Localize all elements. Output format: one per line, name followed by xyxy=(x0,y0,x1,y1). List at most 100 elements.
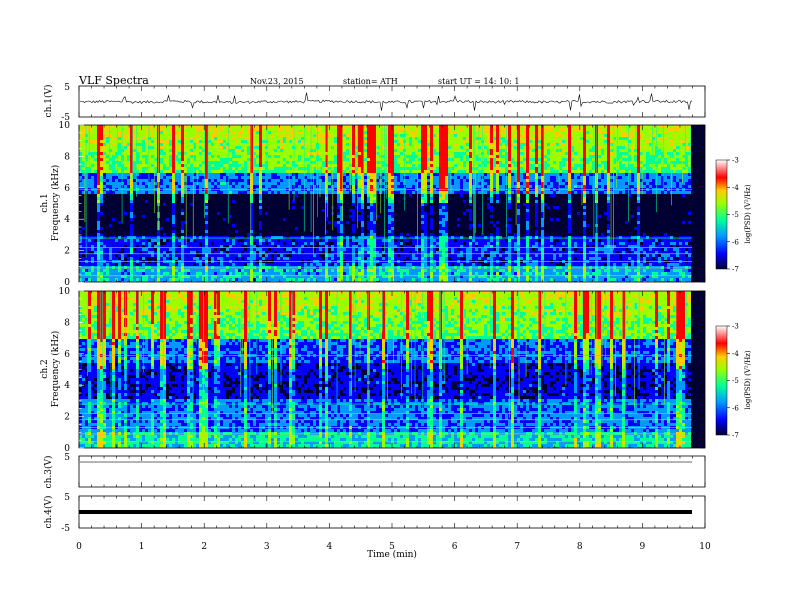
spectrogram-cell xyxy=(226,224,229,227)
spectrogram-cell xyxy=(133,227,136,230)
spectrogram-cell xyxy=(253,185,256,188)
spectrogram-cell xyxy=(256,170,259,173)
spectrogram-cell xyxy=(241,128,244,131)
spectrogram-cell xyxy=(190,275,193,278)
spectrogram-cell xyxy=(85,209,88,212)
spectrogram-cell xyxy=(265,218,268,221)
spectrogram-cell xyxy=(208,203,211,206)
spectrogram-cell xyxy=(115,176,118,179)
spectrogram-cell xyxy=(103,251,106,254)
spectrogram-cell xyxy=(97,203,100,206)
spectrogram-cell xyxy=(178,200,181,203)
spectrogram-cell xyxy=(223,137,226,140)
spectrogram-cell xyxy=(133,281,136,282)
spectrogram-cell xyxy=(238,185,241,188)
spectrogram-cell xyxy=(343,254,346,257)
spectrogram-cell xyxy=(154,254,157,257)
spectrogram-cell xyxy=(304,251,307,254)
spectrogram-cell xyxy=(205,254,208,257)
spectrogram-cell xyxy=(301,203,304,206)
spectrogram-cell xyxy=(130,164,133,167)
spectrogram-cell xyxy=(295,176,298,179)
spectrogram-cell xyxy=(268,224,271,227)
spectrogram-cell xyxy=(109,245,112,248)
spectrogram-cell xyxy=(289,125,292,128)
spectrogram-cell xyxy=(202,230,205,233)
spectrogram-cell xyxy=(319,140,322,143)
spectrogram-cell xyxy=(337,230,340,233)
spectrogram-cell xyxy=(178,233,181,236)
spectrogram-cell xyxy=(280,164,283,167)
spectrogram-cell xyxy=(352,206,355,209)
spectrogram-cell xyxy=(211,224,214,227)
spectrogram-cell xyxy=(283,263,286,266)
spectrogram-cell xyxy=(145,140,148,143)
spectrogram-cell xyxy=(307,191,310,194)
spectrogram-cell xyxy=(196,257,199,260)
spectrogram-cell xyxy=(118,176,121,179)
spectrogram-cell xyxy=(121,272,124,275)
spectrogram-cell xyxy=(298,236,301,239)
spectrogram-cell xyxy=(310,176,313,179)
spectrogram-cell xyxy=(340,245,343,248)
spectrogram-cell xyxy=(196,254,199,257)
spectrogram-cell xyxy=(106,236,109,239)
spectrogram-cell xyxy=(325,185,328,188)
spectrogram-cell xyxy=(334,176,337,179)
spectrogram-cell xyxy=(259,146,262,149)
spectrogram-cell xyxy=(223,146,226,149)
spectrogram-cell xyxy=(178,155,181,158)
spectrogram-cell xyxy=(325,254,328,257)
spectrogram-cell xyxy=(82,125,85,128)
spectrogram-cell xyxy=(334,203,337,206)
spectrogram-cell xyxy=(346,203,349,206)
spectrogram-cell xyxy=(283,248,286,251)
spectrogram-cell xyxy=(286,152,289,155)
spectrogram-cell xyxy=(292,125,295,128)
spectrogram-cell xyxy=(262,215,265,218)
ch1-voltage-frame xyxy=(78,85,706,118)
spectrogram-cell xyxy=(109,227,112,230)
spectrogram-cell xyxy=(112,128,115,131)
spectrogram-cell xyxy=(97,170,100,173)
spectrogram-cell xyxy=(178,224,181,227)
spectrogram-cell xyxy=(223,269,226,272)
spectrogram-cell xyxy=(307,248,310,251)
spectrogram-cell xyxy=(334,182,337,185)
spectrogram-cell xyxy=(187,134,190,137)
spectrogram-cell xyxy=(310,227,313,230)
spectrogram-cell xyxy=(280,203,283,206)
spectrogram-cell xyxy=(187,272,190,275)
spectrogram-cell xyxy=(217,143,220,146)
spectrogram-cell xyxy=(313,182,316,185)
spectrogram-cell xyxy=(232,278,235,281)
spectrogram-cell xyxy=(151,185,154,188)
spectrogram-cell xyxy=(85,263,88,266)
spectrogram-cell xyxy=(193,281,196,282)
spectrogram-cell xyxy=(85,131,88,134)
spectrogram-cell xyxy=(196,251,199,254)
spectrogram-cell xyxy=(220,176,223,179)
spectrogram-cell xyxy=(244,125,247,128)
spectrogram-cell xyxy=(106,242,109,245)
spectrogram-cell xyxy=(217,155,220,158)
spectrogram-cell xyxy=(313,170,316,173)
spectrogram-cell xyxy=(220,146,223,149)
spectrogram-cell xyxy=(133,125,136,128)
spectrogram-cell xyxy=(115,239,118,242)
spectrogram-cell xyxy=(346,278,349,281)
spectrogram-cell xyxy=(217,269,220,272)
spectrogram-cell xyxy=(148,215,151,218)
spectrogram-cell xyxy=(256,173,259,176)
spectrogram-cell xyxy=(277,275,280,278)
spectrogram-cell xyxy=(253,245,256,248)
spectrogram-cell xyxy=(79,179,82,182)
spectrogram-cell xyxy=(355,248,358,251)
spectrogram-cell xyxy=(121,161,124,164)
spectrogram-cell xyxy=(100,212,103,215)
spectrogram-cell xyxy=(262,227,265,230)
spectrogram-cell xyxy=(136,149,139,152)
spectrogram-cell xyxy=(295,218,298,221)
spectrogram-cell xyxy=(346,218,349,221)
spectrogram-cell xyxy=(268,272,271,275)
